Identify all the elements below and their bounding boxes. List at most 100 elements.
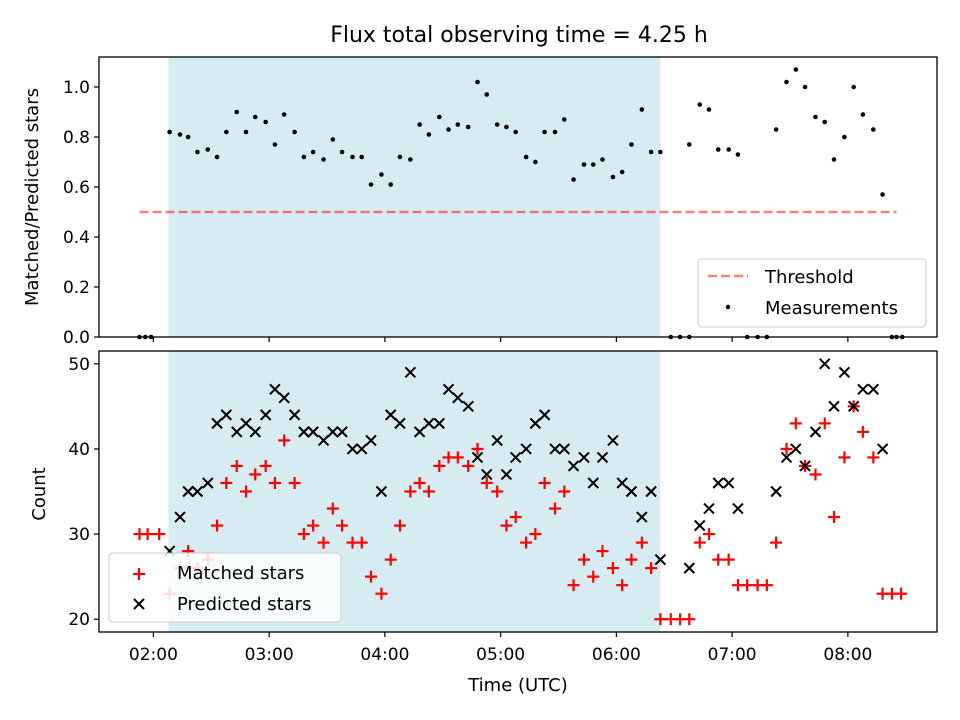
predicted-star-point (211, 417, 223, 430)
measurement-point (802, 84, 808, 90)
matched-star-point (625, 553, 638, 566)
top-legend: Threshold Measurements (697, 258, 927, 328)
measurement-point (359, 154, 365, 160)
matched-star-point (317, 536, 330, 549)
predicted-star-point (317, 434, 330, 447)
predicted-star-point (269, 383, 281, 396)
bottom-x-axis: 02:00 03:00 04:00 05:00 06:00 07:00 08:00 (129, 632, 872, 665)
measurement-point (205, 147, 211, 152)
predicted-star-point (645, 485, 657, 498)
matched-star-point (549, 502, 562, 515)
measurement-point (822, 119, 828, 125)
bottom-ytick-label: 50 (68, 355, 90, 375)
measurement-point (426, 132, 432, 137)
xtick-label: 02:00 (129, 645, 178, 665)
predicted-star-point (307, 426, 319, 438)
measurement-point (167, 129, 172, 135)
matched-star-point (538, 476, 551, 489)
predicted-star-point (500, 468, 513, 481)
measurement-point (455, 122, 461, 127)
measurement-point (446, 127, 451, 132)
predicted-star-point (404, 366, 417, 378)
matched-star-point (500, 519, 513, 532)
predicted-star-point (819, 358, 831, 370)
measurement-point (629, 142, 634, 147)
matched-star-point (297, 528, 310, 541)
predicted-star-point (838, 366, 851, 378)
measurement-point (610, 174, 616, 180)
matched-star-point (741, 579, 754, 592)
predicted-star-point (876, 443, 889, 455)
matched-star-point (480, 476, 493, 489)
matched-star-point (220, 476, 233, 489)
predicted-star-point (847, 400, 860, 413)
predicted-star-point (625, 485, 638, 498)
matched-star-point (596, 545, 609, 558)
legend-measurements-label: Measurements (765, 298, 898, 319)
top-ytick-label: 0.8 (63, 128, 90, 148)
predicted-star-point (828, 400, 840, 413)
legend-predicted-label: Predicted stars (177, 594, 311, 615)
measurement-point (465, 124, 471, 130)
measurement-point (243, 129, 249, 135)
measurement-point (590, 162, 596, 167)
measurement-point (523, 154, 529, 160)
matched-star-point (722, 553, 735, 566)
measurement-point (658, 149, 663, 155)
matched-star-point (307, 519, 320, 532)
matched-star-point (606, 562, 619, 575)
predicted-star-point (413, 426, 426, 438)
predicted-star-point (607, 434, 619, 447)
matched-star-point (867, 451, 880, 464)
predicted-star-point (529, 417, 542, 430)
matched-star-point (259, 459, 272, 472)
predicted-star-point (770, 485, 782, 498)
measurement-point (263, 119, 268, 125)
measurement-point (513, 129, 518, 135)
matched-star-point (577, 553, 590, 566)
matched-star-point (856, 425, 869, 438)
xtick-label: 03:00 (245, 645, 294, 665)
measurement-point (726, 147, 731, 152)
matched-star-point (693, 536, 706, 549)
matched-star-point (587, 570, 600, 583)
matched-star-point (529, 528, 542, 541)
matched-star-point (153, 528, 166, 541)
measurement-point (542, 129, 547, 135)
predicted-star-point (423, 417, 435, 430)
predicted-star-point (346, 443, 359, 455)
bottom-y-axis-label: Count (29, 467, 50, 520)
predicted-star-point (182, 485, 194, 498)
predicted-star-point (452, 392, 464, 404)
measurement-point (619, 169, 625, 175)
measurement-point (552, 129, 558, 135)
matched-star-point (558, 485, 571, 498)
matched-star-point (384, 553, 397, 566)
measurement-point (224, 129, 229, 135)
matched-star-point (818, 417, 831, 430)
matched-star-point (422, 485, 435, 498)
x-axis-label: Time (UTC) (467, 675, 568, 696)
predicted-star-point (790, 443, 802, 455)
bottom-plot-marks (133, 358, 908, 626)
top-plot-marks (137, 67, 905, 340)
matched-star-point (393, 519, 406, 532)
predicted-star-point (336, 426, 348, 438)
matched-star-point (451, 451, 464, 464)
matched-star-point (809, 468, 822, 481)
measurement-point (484, 92, 490, 97)
top-ytick-label: 0.6 (63, 178, 90, 198)
predicted-star-point (231, 426, 243, 438)
matched-star-point (780, 442, 793, 455)
predicted-star-point (365, 434, 377, 447)
top-plot-frame (98, 56, 938, 338)
measurement-point (185, 134, 191, 140)
predicted-star-point (288, 409, 301, 421)
bottom-y-axis: 20 30 40 50 (68, 355, 99, 630)
measurement-point (379, 172, 384, 177)
measurement-point (735, 152, 741, 157)
matched-star-point (230, 459, 243, 472)
top-shaded-span (168, 57, 661, 337)
